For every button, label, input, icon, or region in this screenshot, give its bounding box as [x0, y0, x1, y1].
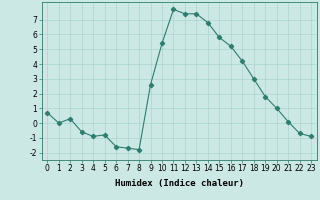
X-axis label: Humidex (Indice chaleur): Humidex (Indice chaleur)	[115, 179, 244, 188]
